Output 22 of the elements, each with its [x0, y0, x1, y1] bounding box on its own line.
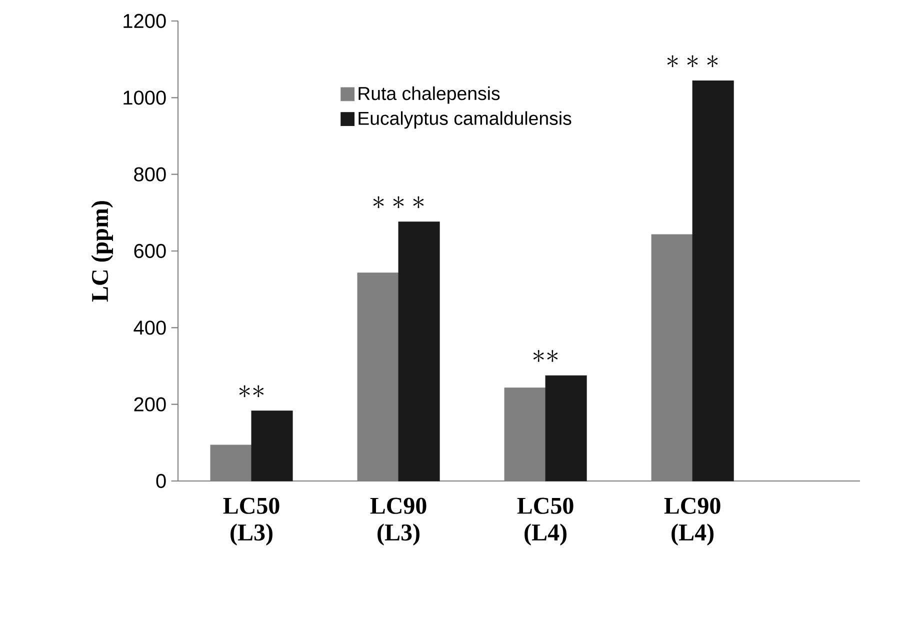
- y-tick-label: 400: [134, 320, 166, 335]
- annotation: $**$: [239, 385, 264, 398]
- x-tick-label: LC90 (L4): [664, 498, 720, 546]
- y-tick-label: 800: [134, 167, 166, 182]
- legend-label: Ruta chalepensis: [358, 86, 500, 104]
- bar: [398, 222, 440, 482]
- legend-label: Eucalyptus camaldulensis: [358, 111, 572, 129]
- annotation: $***$: [373, 196, 424, 208]
- x-tick-label: LC50 (L4): [517, 498, 574, 546]
- y-tick-label: 1000: [124, 90, 166, 105]
- bar: [251, 410, 293, 482]
- y-axis-title: LC (ppm): [91, 201, 113, 302]
- annotation: $**$: [534, 350, 558, 362]
- y-tick-label: 200: [134, 397, 166, 412]
- bar: [692, 80, 734, 482]
- x-tick-label: LC90 (L3): [370, 498, 426, 546]
- y-tick-label: 1200: [124, 14, 166, 28]
- annotation: $***$: [667, 55, 718, 68]
- x-tick-label: LC50 (L3): [223, 498, 280, 546]
- y-tick-label: 0: [156, 474, 166, 488]
- bar: [545, 375, 587, 482]
- y-tick-label: 600: [134, 244, 166, 258]
